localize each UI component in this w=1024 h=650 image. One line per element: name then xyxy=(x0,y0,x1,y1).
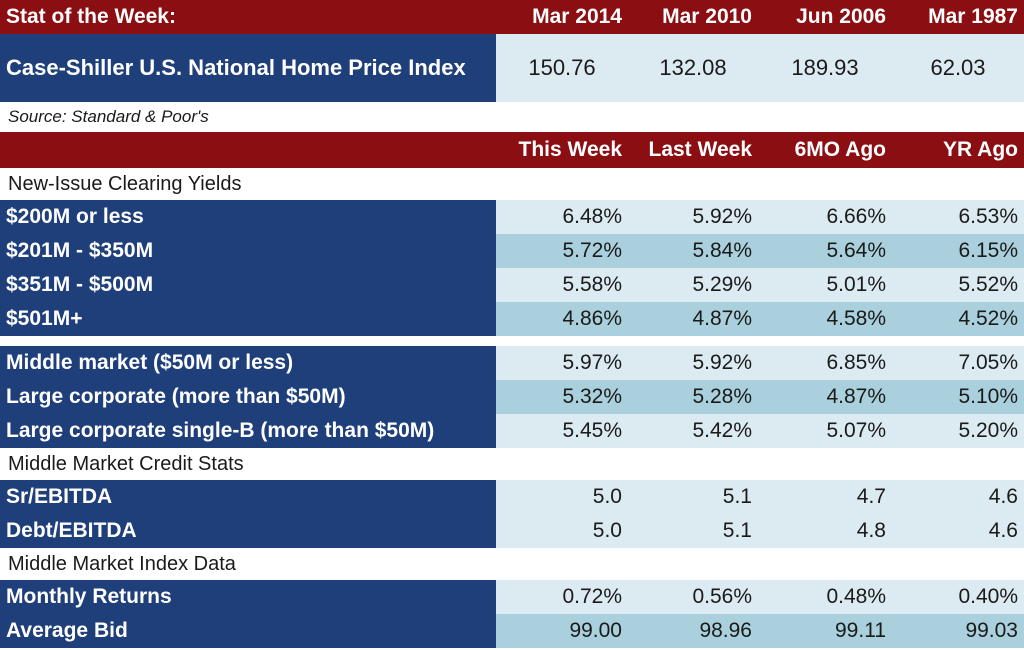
row-value: 5.42% xyxy=(628,414,758,448)
stat-row-label: Case-Shiller U.S. National Home Price In… xyxy=(0,34,496,102)
row-value: 6.66% xyxy=(758,200,892,234)
section-title-row: New-Issue Clearing Yields xyxy=(0,168,1024,200)
row-value: 0.40% xyxy=(892,580,1024,614)
row-label: $201M - $350M xyxy=(0,234,496,268)
row-value: 5.58% xyxy=(496,268,628,302)
row-value: 6.53% xyxy=(892,200,1024,234)
row-value: 4.87% xyxy=(628,302,758,336)
row-value: 5.1 xyxy=(628,480,758,514)
row-label: Sr/EBITDA xyxy=(0,480,496,514)
row-value: 4.86% xyxy=(496,302,628,336)
table-row: Middle market ($50M or less) 5.97% 5.92%… xyxy=(0,346,1024,380)
row-value: 99.00 xyxy=(496,614,628,648)
table-row: Average Bid 99.00 98.96 99.11 99.03 xyxy=(0,614,1024,648)
row-value: 5.72% xyxy=(496,234,628,268)
row-value: 5.0 xyxy=(496,514,628,548)
source-note: Source: Standard & Poor's xyxy=(8,107,209,126)
row-value: 6.48% xyxy=(496,200,628,234)
row-value: 5.28% xyxy=(628,380,758,414)
section-title-row: Middle Market Index Data xyxy=(0,548,1024,580)
columns-header-blank xyxy=(0,132,496,168)
row-value: 5.29% xyxy=(628,268,758,302)
table-row: $351M - $500M 5.58% 5.29% 5.01% 5.52% xyxy=(0,268,1024,302)
column-yr-ago: YR Ago xyxy=(892,132,1024,168)
stat-header-row: Stat of the Week: Mar 2014 Mar 2010 Jun … xyxy=(0,0,1024,34)
row-value: 98.96 xyxy=(628,614,758,648)
column-last-week: Last Week xyxy=(628,132,758,168)
table-row: Large corporate single-B (more than $50M… xyxy=(0,414,1024,448)
row-label: Middle market ($50M or less) xyxy=(0,346,496,380)
row-label: $501M+ xyxy=(0,302,496,336)
source-row: Source: Standard & Poor's xyxy=(0,103,1024,131)
row-value: 0.72% xyxy=(496,580,628,614)
section-title-credit: Middle Market Credit Stats xyxy=(8,452,244,475)
row-value: 5.0 xyxy=(496,480,628,514)
stat-value: 62.03 xyxy=(892,34,1024,102)
stat-title: Stat of the Week: xyxy=(0,0,496,34)
row-value: 5.32% xyxy=(496,380,628,414)
stat-col-3: Jun 2006 xyxy=(758,0,892,34)
row-value: 5.01% xyxy=(758,268,892,302)
row-value: 99.11 xyxy=(758,614,892,648)
row-value: 5.84% xyxy=(628,234,758,268)
section-title-index: Middle Market Index Data xyxy=(8,552,236,575)
stat-col-4: Mar 1987 xyxy=(892,0,1024,34)
row-value: 4.87% xyxy=(758,380,892,414)
section-title-clearing: New-Issue Clearing Yields xyxy=(8,172,242,195)
section-title-row: Middle Market Credit Stats xyxy=(0,448,1024,480)
row-value: 0.56% xyxy=(628,580,758,614)
row-value: 4.58% xyxy=(758,302,892,336)
column-6mo-ago: 6MO Ago xyxy=(758,132,892,168)
row-value: 5.52% xyxy=(892,268,1024,302)
table-row: $201M - $350M 5.72% 5.84% 5.64% 6.15% xyxy=(0,234,1024,268)
row-label: $200M or less xyxy=(0,200,496,234)
table-row: Large corporate (more than $50M) 5.32% 5… xyxy=(0,380,1024,414)
row-value: 6.85% xyxy=(758,346,892,380)
stat-value: 150.76 xyxy=(496,34,628,102)
row-value: 5.92% xyxy=(628,346,758,380)
row-value: 4.8 xyxy=(758,514,892,548)
row-value: 99.03 xyxy=(892,614,1024,648)
row-value: 4.6 xyxy=(892,514,1024,548)
row-label: Large corporate single-B (more than $50M… xyxy=(0,414,496,448)
row-value: 5.1 xyxy=(628,514,758,548)
row-value: 5.07% xyxy=(758,414,892,448)
stat-col-2: Mar 2010 xyxy=(628,0,758,34)
stat-data-row: Case-Shiller U.S. National Home Price In… xyxy=(0,34,1024,102)
row-value: 7.05% xyxy=(892,346,1024,380)
row-label: Monthly Returns xyxy=(0,580,496,614)
row-label: Debt/EBITDA xyxy=(0,514,496,548)
stat-value: 189.93 xyxy=(758,34,892,102)
row-value: 5.92% xyxy=(628,200,758,234)
table-row: Monthly Returns 0.72% 0.56% 0.48% 0.40% xyxy=(0,580,1024,614)
row-value: 6.15% xyxy=(892,234,1024,268)
table-row: $200M or less 6.48% 5.92% 6.66% 6.53% xyxy=(0,200,1024,234)
table-row: Debt/EBITDA 5.0 5.1 4.8 4.6 xyxy=(0,514,1024,548)
stat-col-1: Mar 2014 xyxy=(496,0,628,34)
row-label: $351M - $500M xyxy=(0,268,496,302)
row-value: 5.97% xyxy=(496,346,628,380)
row-value: 5.10% xyxy=(892,380,1024,414)
row-value: 4.7 xyxy=(758,480,892,514)
columns-header-row: This Week Last Week 6MO Ago YR Ago xyxy=(0,132,1024,168)
table-row: $501M+ 4.86% 4.87% 4.58% 4.52% xyxy=(0,302,1024,336)
row-value: 4.6 xyxy=(892,480,1024,514)
row-label: Average Bid xyxy=(0,614,496,648)
table-row: Sr/EBITDA 5.0 5.1 4.7 4.6 xyxy=(0,480,1024,514)
row-value: 4.52% xyxy=(892,302,1024,336)
row-value: 5.45% xyxy=(496,414,628,448)
row-value: 5.64% xyxy=(758,234,892,268)
row-label: Large corporate (more than $50M) xyxy=(0,380,496,414)
row-value: 5.20% xyxy=(892,414,1024,448)
column-this-week: This Week xyxy=(496,132,628,168)
stat-value: 132.08 xyxy=(628,34,758,102)
row-value: 0.48% xyxy=(758,580,892,614)
